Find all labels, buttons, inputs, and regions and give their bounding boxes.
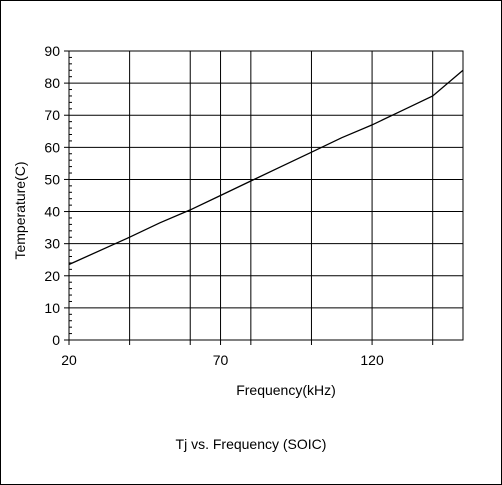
y-tick-label: 90	[44, 43, 60, 59]
x-tick-label: 120	[360, 352, 384, 368]
y-tick-label: 60	[44, 139, 60, 155]
y-tick-label: 40	[44, 204, 60, 220]
y-tick-label: 10	[44, 300, 60, 316]
y-axis-label: Temperature(C)	[12, 161, 28, 259]
y-tick-label: 70	[44, 107, 60, 123]
y-tick-label: 50	[44, 171, 60, 187]
y-tick-label: 0	[52, 332, 60, 348]
x-tick-label: 20	[61, 352, 77, 368]
x-tick-label: 70	[213, 352, 229, 368]
chart-caption: Tj vs. Frequency (SOIC)	[176, 436, 327, 452]
series-line	[68, 69, 464, 266]
axis-ticks	[64, 50, 434, 345]
x-axis-label: Frequency(kHz)	[236, 382, 336, 398]
data-series	[68, 69, 464, 266]
y-tick-label: 20	[44, 268, 60, 284]
plot-area	[68, 50, 464, 341]
y-tick-label: 80	[44, 75, 60, 91]
y-tick-label: 30	[44, 236, 60, 252]
tick-labels: 0 10 20 30 40 50 60 70 80 90 20 70 120	[44, 43, 384, 368]
grid-lines	[69, 50, 463, 341]
